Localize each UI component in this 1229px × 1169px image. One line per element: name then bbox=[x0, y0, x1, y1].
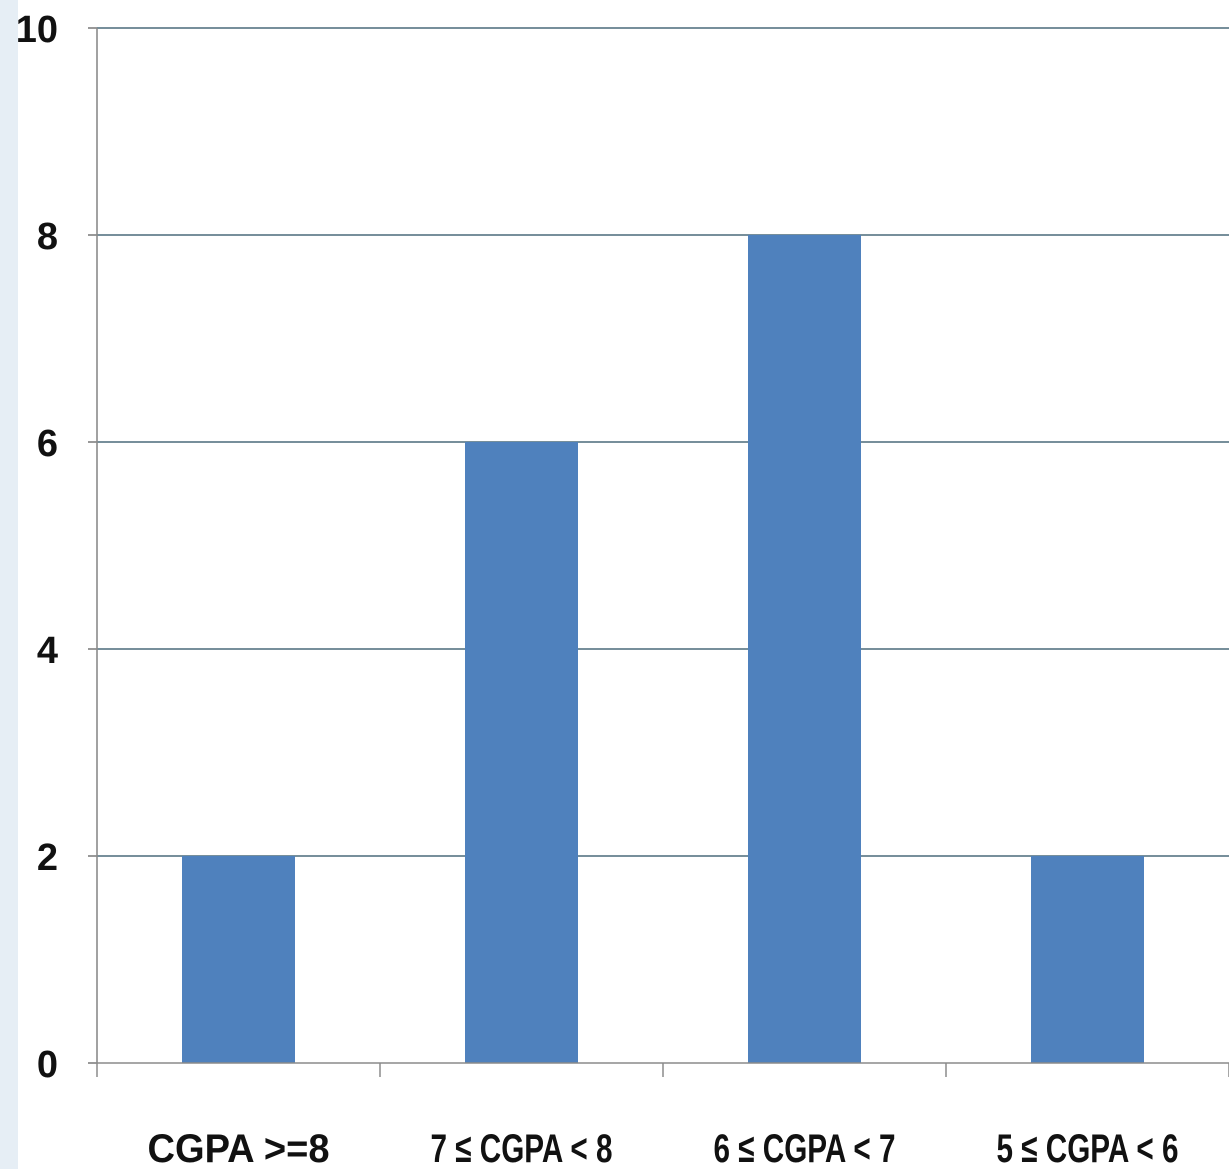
axes bbox=[88, 27, 1229, 1077]
bar bbox=[465, 442, 578, 1063]
y-tick-labels: 0 2 4 6 8 10 bbox=[16, 9, 58, 1086]
left-background-strip bbox=[0, 0, 18, 1169]
y-tick-label: 0 bbox=[37, 1044, 58, 1086]
category-labels: CGPA >=8 7 ≤ CGPA < 8 6 ≤ CGPA < 7 5 ≤ CGPA… bbox=[148, 1127, 1179, 1169]
y-tick-label: 6 bbox=[37, 423, 58, 465]
bars bbox=[182, 235, 1144, 1063]
x-category-label: 5 ≤ CGPA < 6 bbox=[997, 1127, 1179, 1169]
x-category-label: CGPA >=8 bbox=[148, 1127, 330, 1169]
gridlines bbox=[97, 27, 1229, 857]
bar bbox=[1031, 856, 1144, 1063]
y-tick-label: 4 bbox=[37, 630, 58, 672]
bar bbox=[182, 856, 295, 1063]
y-tick-label: 2 bbox=[37, 837, 58, 879]
bar bbox=[748, 235, 861, 1063]
y-tick-label: 10 bbox=[16, 9, 58, 51]
y-tick-label: 8 bbox=[37, 216, 58, 258]
x-category-label: 7 ≤ CGPA < 8 bbox=[431, 1127, 613, 1169]
x-category-label: 6 ≤ CGPA < 7 bbox=[714, 1127, 896, 1169]
